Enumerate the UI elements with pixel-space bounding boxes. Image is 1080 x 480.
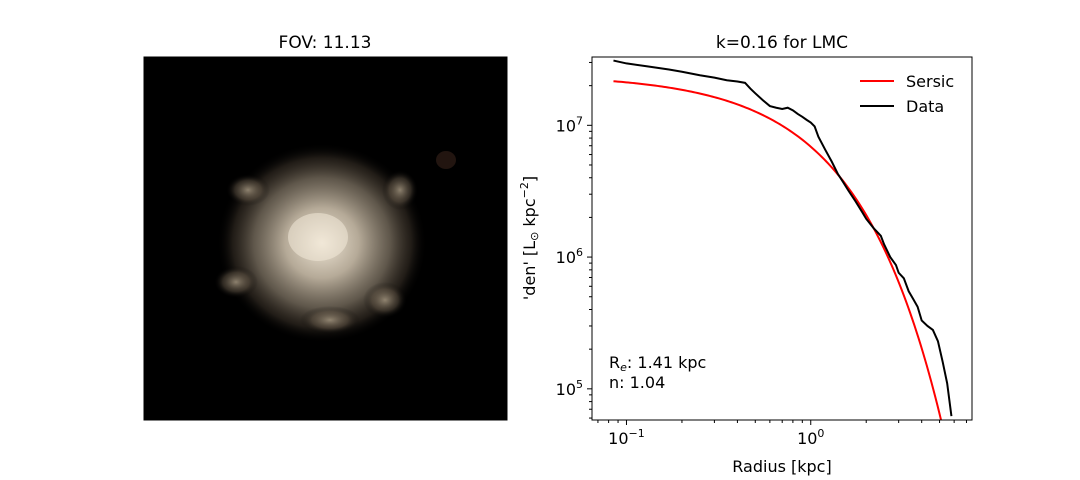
image-frame bbox=[143, 56, 508, 421]
galaxy-image bbox=[144, 57, 507, 420]
chart-title: k=0.16 for LMC bbox=[716, 33, 848, 53]
x-tick-label: 100 bbox=[797, 427, 824, 448]
series-line-sersic bbox=[613, 80, 943, 420]
sersic-index-text: n: 1.04 bbox=[609, 373, 665, 392]
x-axis-label: Radius [kpc] bbox=[732, 457, 831, 476]
y-tick-label: 107 bbox=[556, 114, 583, 135]
x-axis-ticks: 10−1 100 bbox=[597, 420, 967, 448]
y-tick-label: 105 bbox=[556, 378, 583, 399]
fit-annotation: Re: 1.41 kpc n: 1.04 bbox=[609, 353, 706, 392]
legend-label-sersic: Sersic bbox=[906, 72, 954, 91]
y-axis-label: 'den' [L⊙ kpc−2] bbox=[518, 176, 541, 300]
plot-area bbox=[613, 59, 953, 420]
series-line-data bbox=[613, 59, 953, 417]
y-axis-ticks: 105 106 107 bbox=[556, 61, 592, 419]
effective-radius-text: Re: 1.41 kpc bbox=[609, 353, 706, 374]
x-tick-label: 10−1 bbox=[608, 427, 645, 448]
left-panel-title: FOV: 11.13 bbox=[279, 33, 372, 53]
legend-label-data: Data bbox=[906, 97, 944, 116]
y-tick-label: 106 bbox=[556, 246, 583, 267]
legend: Sersic Data bbox=[860, 72, 954, 116]
